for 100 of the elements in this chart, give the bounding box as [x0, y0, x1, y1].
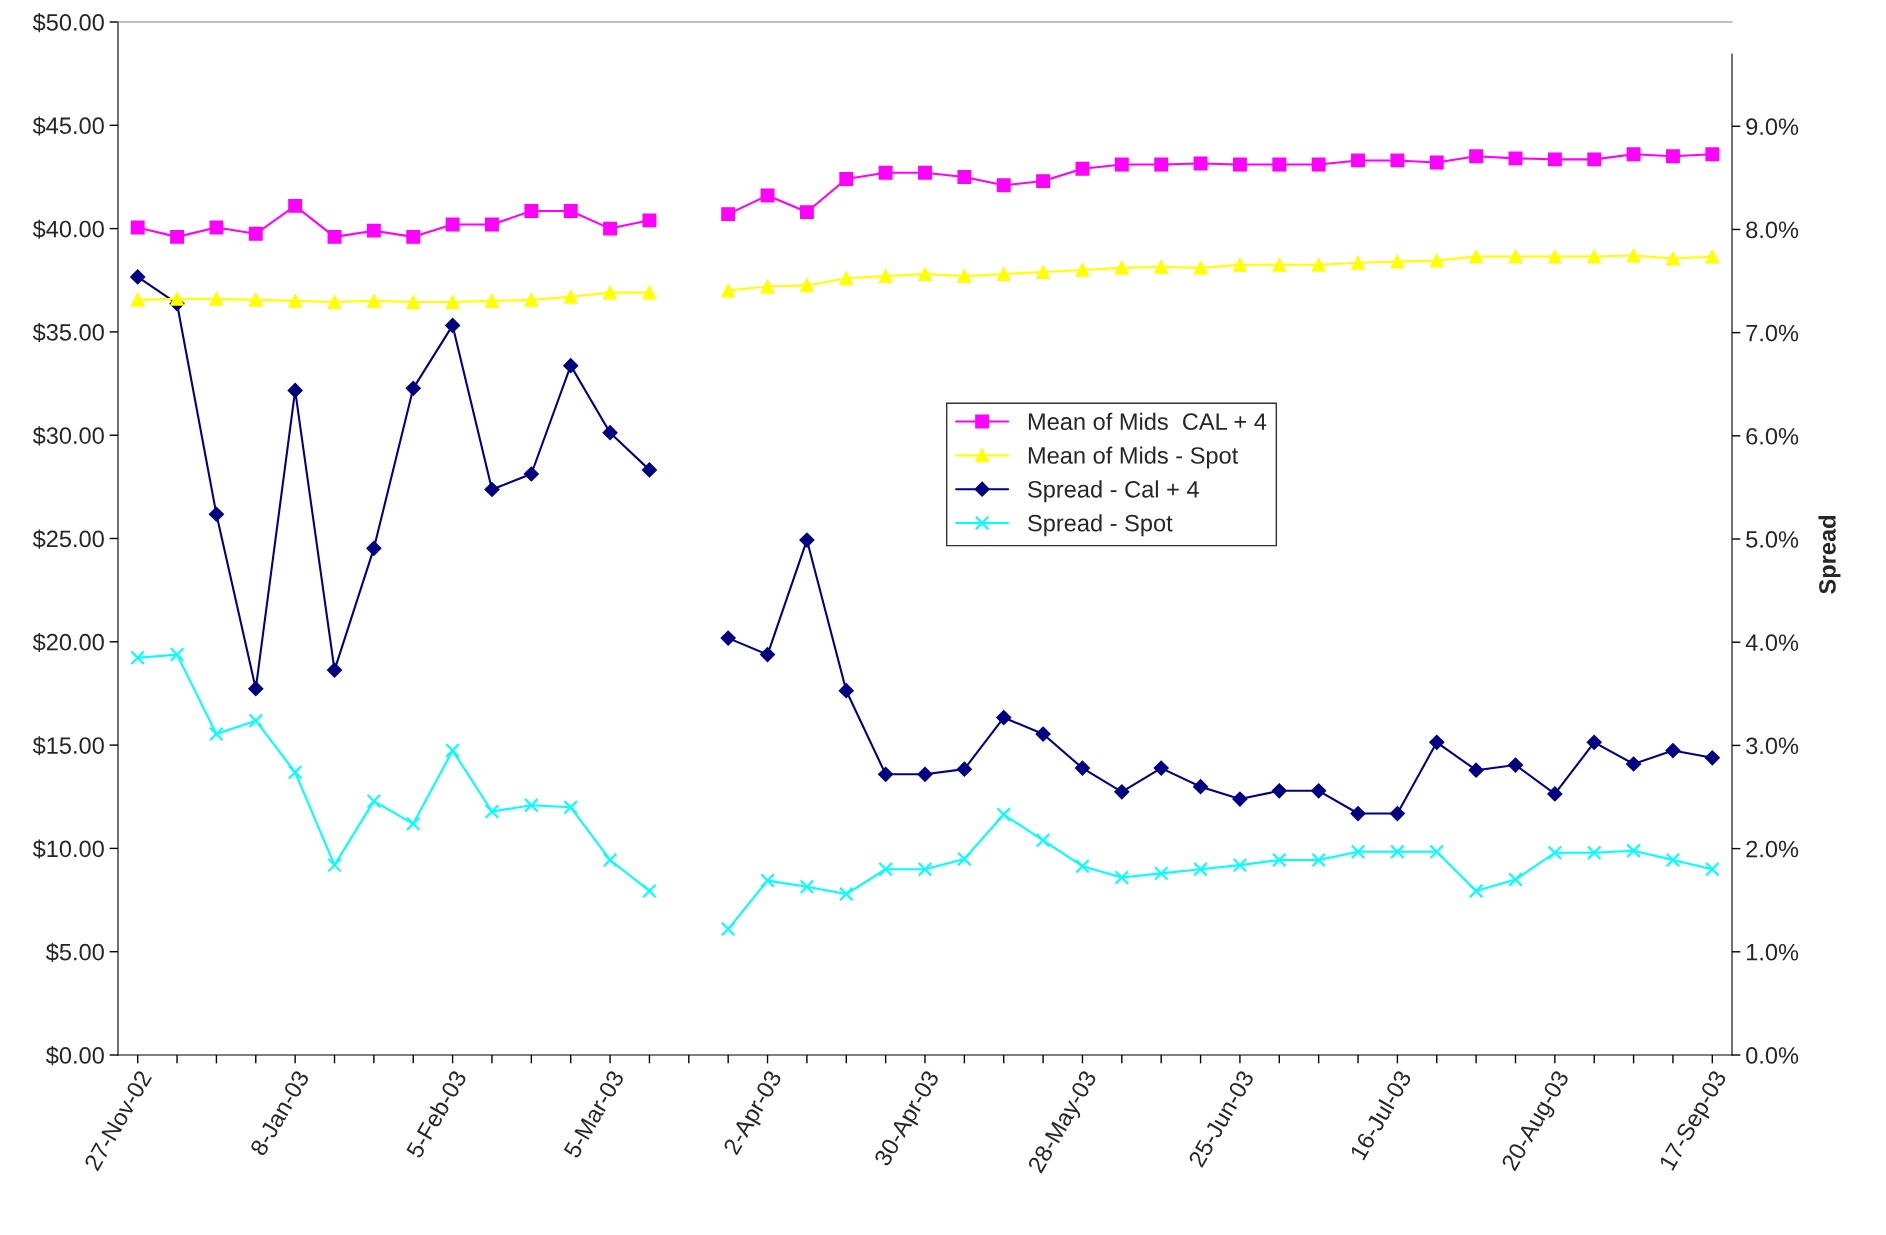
y-tick-label: $5.00	[45, 942, 104, 962]
point	[878, 269, 893, 284]
point	[1193, 260, 1208, 275]
point	[1271, 783, 1287, 799]
point	[563, 358, 579, 374]
point	[248, 681, 264, 697]
point	[1035, 726, 1051, 742]
y2-axis-title: Spread	[1818, 516, 1841, 594]
point	[720, 630, 736, 646]
point	[1704, 750, 1720, 766]
point	[1547, 249, 1562, 264]
point	[996, 178, 1011, 193]
point	[1507, 757, 1524, 773]
point	[248, 226, 263, 241]
y2-tick-label: 9.0%	[1746, 118, 1799, 136]
point	[523, 466, 539, 482]
point	[641, 462, 658, 478]
point	[1232, 857, 1248, 873]
point	[759, 647, 776, 663]
point	[1705, 861, 1720, 877]
y-tick-label: $45.00	[32, 116, 104, 136]
point	[169, 647, 185, 662]
point	[1036, 174, 1051, 189]
point	[1665, 149, 1680, 164]
point	[485, 217, 499, 232]
point	[799, 879, 815, 895]
point	[524, 204, 539, 218]
y-tick-label: $10.00	[32, 839, 104, 859]
point	[130, 269, 146, 285]
legend-label: Spread - Spot	[1028, 514, 1173, 537]
point	[603, 221, 618, 236]
point	[1153, 760, 1169, 776]
point	[917, 861, 933, 877]
point	[288, 293, 303, 308]
point	[1705, 147, 1720, 162]
point	[366, 293, 381, 308]
point	[563, 204, 578, 218]
point	[1154, 259, 1169, 274]
point	[956, 761, 972, 777]
point	[1586, 845, 1602, 861]
point	[1626, 843, 1641, 858]
point	[1429, 844, 1445, 859]
y2-tick-label: 7.0%	[1746, 324, 1799, 342]
point	[1468, 883, 1484, 899]
point	[563, 800, 578, 815]
point	[1587, 249, 1602, 264]
point	[130, 292, 145, 307]
point	[1192, 779, 1209, 795]
point	[878, 165, 893, 180]
point	[366, 223, 381, 238]
y-tick-label: $20.00	[32, 632, 104, 652]
point	[603, 285, 618, 300]
point	[1272, 157, 1287, 172]
point	[1350, 844, 1366, 859]
point	[1351, 255, 1365, 270]
point	[1075, 262, 1090, 277]
point	[1429, 253, 1444, 268]
point	[287, 764, 303, 780]
point	[1114, 157, 1129, 172]
point	[327, 229, 342, 244]
point	[406, 294, 421, 309]
point	[799, 278, 814, 293]
point	[721, 283, 736, 298]
point	[839, 172, 854, 186]
point	[1429, 734, 1445, 750]
point	[1508, 249, 1523, 264]
point	[1547, 152, 1562, 167]
point	[1626, 147, 1641, 162]
point	[445, 317, 461, 333]
y2-tick-label: 4.0%	[1745, 634, 1799, 651]
point	[1665, 743, 1681, 759]
point	[918, 165, 932, 180]
point	[326, 662, 343, 678]
point	[209, 726, 224, 742]
point	[957, 269, 972, 284]
point	[1389, 805, 1405, 822]
y-tick-label: $0.00	[45, 1046, 104, 1066]
y-tick-label: $30.00	[32, 426, 104, 446]
point	[209, 291, 224, 306]
point	[1665, 852, 1681, 868]
point	[642, 213, 657, 228]
point	[248, 713, 264, 728]
point	[799, 205, 814, 220]
point	[602, 425, 618, 441]
point	[248, 292, 263, 307]
point	[1075, 858, 1090, 874]
point	[208, 506, 224, 522]
point	[1114, 870, 1130, 885]
point	[1036, 265, 1051, 279]
point	[1154, 157, 1169, 172]
point	[445, 743, 460, 758]
point	[1469, 149, 1484, 164]
point	[996, 709, 1012, 726]
y2-tick-label: 2.0%	[1746, 840, 1799, 858]
point	[1350, 805, 1366, 822]
point	[996, 267, 1011, 281]
point	[484, 804, 500, 819]
point	[1311, 783, 1327, 799]
point	[1390, 844, 1405, 859]
legend-label: Mean of Mids CAL + 4	[1028, 412, 1267, 431]
